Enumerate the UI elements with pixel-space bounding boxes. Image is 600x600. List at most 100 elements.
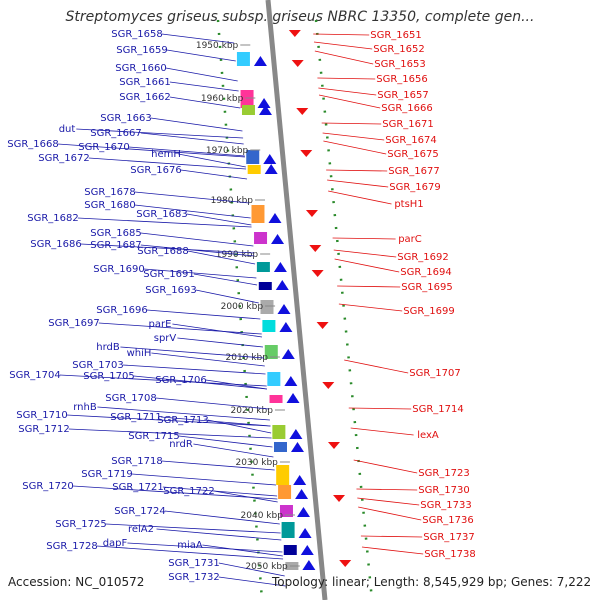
gene-block: [251, 205, 265, 223]
left-gene-label[interactable]: SGR_1661: [119, 77, 171, 88]
left-gene-label[interactable]: whiH: [127, 348, 152, 359]
left-gene-label[interactable]: SGR_1691: [143, 269, 195, 280]
left-gene-label[interactable]: SGR_1715: [128, 431, 180, 442]
right-gene-label[interactable]: SGR_1736: [422, 515, 474, 526]
left-gene-label[interactable]: SGR_1696: [96, 305, 148, 316]
left-gene-label[interactable]: sprV: [154, 333, 177, 344]
right-gene-label[interactable]: SGR_1699: [403, 306, 455, 317]
left-gene-label[interactable]: SGR_1697: [48, 318, 100, 329]
right-gene-label[interactable]: SGR_1723: [418, 468, 470, 479]
left-gene-label[interactable]: SGR_1704: [9, 370, 61, 381]
right-leader-line: [332, 237, 396, 240]
left-gene-label[interactable]: SGR_1682: [27, 213, 79, 224]
left-gene-label[interactable]: dut: [59, 124, 76, 135]
right-leader-line: [322, 132, 385, 141]
left-gene-label[interactable]: SGR_1706: [155, 375, 207, 386]
left-gene-label[interactable]: SGR_1719: [81, 469, 133, 480]
left-gene-label[interactable]: SGR_1718: [111, 456, 163, 467]
right-gene-label[interactable]: SGR_1656: [376, 74, 428, 85]
left-gene-label[interactable]: relA2: [128, 524, 154, 535]
right-gene-label[interactable]: SGR_1692: [397, 252, 449, 263]
left-gene-label[interactable]: SGR_1662: [119, 92, 171, 103]
left-gene-label[interactable]: SGR_1670: [78, 142, 130, 153]
left-leader-line: [172, 323, 263, 338]
left-gene-label[interactable]: SGR_1722: [163, 486, 215, 497]
left-gene-label[interactable]: SGR_1667: [90, 128, 142, 139]
gene-block: [269, 395, 283, 403]
right-gene-label[interactable]: SGR_1675: [387, 149, 439, 160]
gene-arrow-reverse: [305, 210, 318, 217]
left-gene-label[interactable]: SGR_1658: [111, 29, 163, 40]
left-gene-label[interactable]: SGR_1686: [30, 239, 82, 250]
right-gene-label[interactable]: SGR_1707: [409, 368, 461, 379]
left-gene-label[interactable]: SGR_1710: [16, 410, 68, 421]
left-gene-label[interactable]: SGR_1660: [115, 63, 167, 74]
left-gene-label[interactable]: SGR_1672: [38, 153, 90, 164]
left-gene-label[interactable]: SGR_1708: [105, 393, 157, 404]
right-leader-line: [313, 41, 373, 50]
right-gene-label[interactable]: SGR_1738: [424, 549, 476, 560]
left-gene-label[interactable]: rnhB: [73, 402, 97, 413]
right-gene-label[interactable]: SGR_1677: [388, 166, 440, 177]
left-leader-line: [177, 337, 264, 348]
gene-arrow-forward: [298, 528, 312, 538]
right-gene-label[interactable]: SGR_1671: [382, 119, 434, 130]
left-gene-label[interactable]: dapF: [103, 538, 128, 549]
right-gene-label[interactable]: SGR_1733: [420, 500, 472, 511]
right-gene-label[interactable]: SGR_1652: [373, 44, 425, 55]
left-gene-label[interactable]: SGR_1676: [130, 165, 182, 176]
left-gene-label[interactable]: SGR_1659: [116, 45, 168, 56]
left-gene-label[interactable]: hrdB: [96, 342, 120, 353]
right-gene-label[interactable]: SGR_1695: [401, 282, 453, 293]
left-gene-label[interactable]: SGR_1724: [114, 506, 166, 517]
left-gene-label[interactable]: SGR_1721: [112, 482, 164, 493]
right-gene-label[interactable]: SGR_1674: [385, 135, 437, 146]
gene-arrow-forward: [253, 56, 267, 66]
left-gene-label[interactable]: SGR_1663: [100, 113, 152, 124]
left-gene-label[interactable]: parE: [149, 319, 172, 330]
right-gene-label[interactable]: ptsH1: [394, 199, 423, 210]
right-gene-label[interactable]: SGR_1653: [374, 59, 426, 70]
right-gene-label[interactable]: SGR_1657: [377, 90, 429, 101]
right-leader-line: [344, 359, 409, 374]
gene-arrow-forward: [268, 213, 282, 223]
right-gene-label[interactable]: SGR_1730: [418, 485, 470, 496]
left-leader-line: [66, 414, 271, 427]
right-gene-label[interactable]: lexA: [417, 430, 439, 441]
left-leader-line: [80, 243, 255, 254]
right-leader-line: [327, 179, 389, 188]
left-gene-label[interactable]: SGR_1712: [18, 424, 70, 435]
left-gene-label[interactable]: SGR_1690: [93, 264, 145, 275]
left-gene-label[interactable]: nrdR: [169, 439, 193, 450]
left-gene-label[interactable]: SGR_1680: [84, 200, 136, 211]
left-gene-label[interactable]: SGR_1688: [137, 246, 189, 257]
left-gene-label[interactable]: SGR_1683: [136, 209, 188, 220]
left-gene-label[interactable]: SGR_1685: [90, 228, 142, 239]
left-gene-label[interactable]: SGR_1731: [168, 558, 220, 569]
left-gene-label[interactable]: SGR_1693: [145, 285, 197, 296]
tick-label: 2010 kbp: [226, 353, 269, 363]
left-gene-label[interactable]: SGR_1687: [90, 240, 142, 251]
right-gene-label[interactable]: SGR_1714: [412, 404, 464, 415]
left-gene-label[interactable]: SGR_1711: [110, 412, 162, 423]
right-gene-label[interactable]: SGR_1651: [370, 30, 422, 41]
right-gene-label[interactable]: SGR_1679: [389, 182, 441, 193]
left-gene-label[interactable]: miaA: [177, 540, 203, 551]
left-gene-label[interactable]: SGR_1728: [46, 541, 98, 552]
left-gene-label[interactable]: SGR_1668: [7, 139, 59, 150]
left-gene-label[interactable]: SGR_1713: [157, 415, 209, 426]
right-gene-label[interactable]: SGR_1737: [423, 532, 475, 543]
left-gene-label[interactable]: SGR_1725: [55, 519, 107, 530]
right-gene-label[interactable]: SGR_1666: [381, 103, 433, 114]
left-gene-label[interactable]: SGR_1732: [168, 572, 220, 583]
right-gene-label[interactable]: parC: [398, 234, 422, 245]
right-leader-line: [326, 169, 388, 172]
right-gene-label[interactable]: SGR_1694: [400, 267, 452, 278]
left-gene-label[interactable]: SGR_1678: [84, 187, 136, 198]
right-leader-line: [321, 122, 382, 125]
left-leader-line: [162, 486, 278, 497]
left-gene-label[interactable]: SGR_1703: [72, 360, 124, 371]
left-gene-label[interactable]: hemH: [151, 149, 181, 160]
left-gene-label[interactable]: SGR_1720: [22, 481, 74, 492]
left-gene-label[interactable]: SGR_1705: [83, 371, 135, 382]
